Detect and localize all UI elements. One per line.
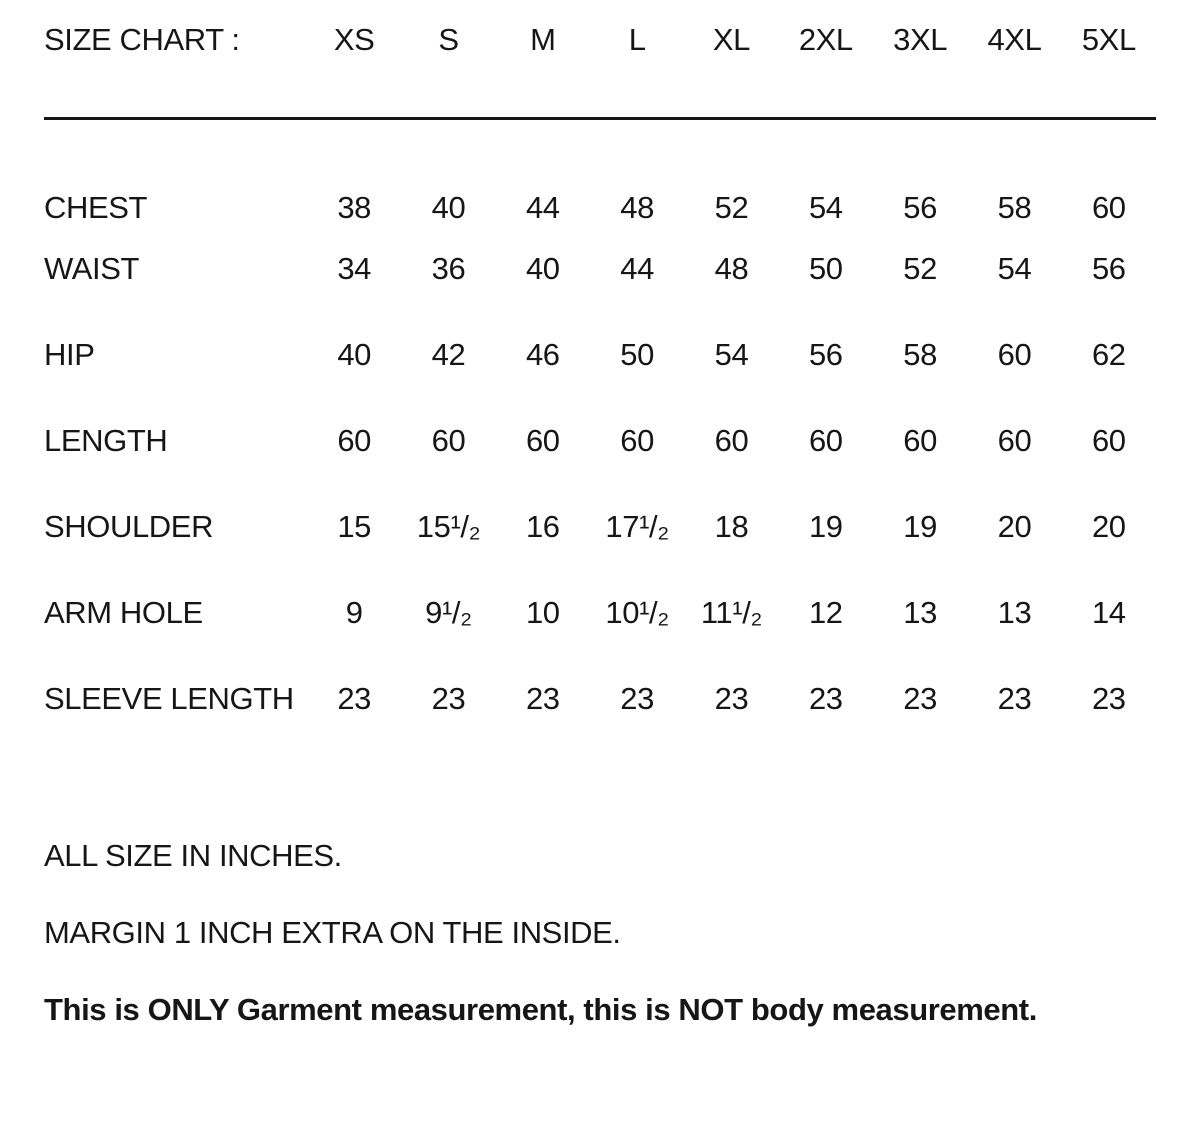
- value-cell: 50: [620, 336, 654, 372]
- value-cell: 16: [525, 508, 560, 544]
- row-label-armhole: ARM HOLE: [44, 594, 203, 630]
- size-chart-table: SIZE CHART : XS S M L XL 2XL 3XL 4XL 5XL…: [44, 22, 1156, 742]
- footnotes: ALL SIZE IN INCHES. MARGIN 1 INCH EXTRA …: [44, 836, 1156, 1030]
- value-cell: 10: [525, 594, 560, 630]
- value-cell: 46: [525, 336, 560, 372]
- row-label-sleeve-length: SLEEVE LENGTH: [44, 680, 294, 716]
- note-disclaimer: This is ONLY Garment measurement, this i…: [44, 991, 1037, 1027]
- value-cell: 23: [337, 680, 371, 716]
- value-cell: 10¹/₂: [605, 594, 669, 630]
- value-cell: 40: [337, 336, 371, 372]
- row-label-length: LENGTH: [44, 422, 168, 458]
- value-cell: 17¹/₂: [605, 508, 669, 544]
- column-header-5xl: 5XL: [1061, 22, 1156, 120]
- value-cell: 60: [1091, 189, 1126, 225]
- value-cell: 9¹/₂: [425, 594, 472, 630]
- value-cell: 9: [345, 594, 363, 630]
- row-label-chest: CHEST: [44, 189, 148, 225]
- value-cell: 58: [997, 189, 1032, 225]
- value-cell: 54: [808, 189, 843, 225]
- value-cell: 20: [997, 508, 1032, 544]
- value-cell: 15¹/₂: [416, 508, 481, 544]
- value-cell: 36: [431, 250, 466, 286]
- table-header-row: SIZE CHART : XS S M L XL 2XL 3XL 4XL 5XL: [44, 22, 1156, 120]
- value-cell: 60: [903, 422, 937, 458]
- value-cell: 54: [997, 250, 1032, 286]
- value-cell: 23: [714, 680, 749, 716]
- table-row-sleeve-length: SLEEVE LENGTH 23 23 23 23 23 23 23 23 23: [44, 656, 1156, 742]
- value-cell: 14: [1091, 594, 1126, 630]
- value-cell: 44: [620, 250, 654, 286]
- value-cell: 60: [1091, 422, 1126, 458]
- value-cell: 60: [525, 422, 560, 458]
- value-cell: 60: [997, 422, 1032, 458]
- value-cell: 60: [431, 422, 466, 458]
- value-cell: 23: [431, 680, 466, 716]
- value-cell: 19: [903, 508, 937, 544]
- column-header-2xl: 2XL: [778, 22, 873, 120]
- value-cell: 56: [903, 189, 937, 225]
- value-cell: 34: [337, 250, 371, 286]
- table-title: SIZE CHART :: [44, 22, 307, 120]
- value-cell: 11¹/₂: [700, 594, 763, 630]
- value-cell: 48: [620, 189, 654, 225]
- value-cell: 52: [903, 250, 937, 286]
- table-row-hip: HIP 40 42 46 50 54 56 58 60 62: [44, 312, 1156, 398]
- note-margin: MARGIN 1 INCH EXTRA ON THE INSIDE.: [44, 914, 621, 950]
- value-cell: 23: [620, 680, 654, 716]
- value-cell: 12: [808, 594, 843, 630]
- value-cell: 20: [1091, 508, 1126, 544]
- value-cell: 48: [714, 250, 749, 286]
- column-header-xl: XL: [684, 22, 779, 120]
- value-cell: 19: [808, 508, 843, 544]
- value-cell: 23: [903, 680, 937, 716]
- value-cell: 60: [620, 422, 654, 458]
- value-cell: 58: [903, 336, 937, 372]
- row-label-shoulder: SHOULDER: [44, 508, 214, 544]
- value-cell: 15: [337, 508, 371, 544]
- value-cell: 23: [525, 680, 560, 716]
- row-label-hip: HIP: [44, 336, 95, 372]
- column-header-4xl: 4XL: [967, 22, 1062, 120]
- value-cell: 60: [808, 422, 843, 458]
- value-cell: 50: [808, 250, 843, 286]
- table-row-shoulder: SHOULDER 15 15¹/₂ 16 17¹/₂ 18 19 19 20 2…: [44, 484, 1156, 570]
- value-cell: 54: [714, 336, 749, 372]
- value-cell: 13: [997, 594, 1032, 630]
- value-cell: 52: [714, 189, 749, 225]
- column-header-s: S: [401, 22, 496, 120]
- value-cell: 60: [337, 422, 371, 458]
- value-cell: 42: [431, 336, 466, 372]
- value-cell: 40: [431, 189, 466, 225]
- value-cell: 56: [1091, 250, 1126, 286]
- column-header-m: M: [495, 22, 590, 120]
- value-cell: 56: [808, 336, 843, 372]
- value-cell: 13: [903, 594, 937, 630]
- value-cell: 60: [714, 422, 749, 458]
- value-cell: 18: [714, 508, 749, 544]
- value-cell: 38: [337, 189, 371, 225]
- value-cell: 40: [525, 250, 560, 286]
- note-units: ALL SIZE IN INCHES.: [44, 837, 342, 873]
- table-row-armhole: ARM HOLE 9 9¹/₂ 10 10¹/₂ 11¹/₂ 12 13 13 …: [44, 570, 1156, 656]
- table-row-chest: CHEST 38 40 44 48 52 54 56 58 60: [44, 118, 1156, 226]
- column-header-xs: XS: [307, 22, 402, 120]
- value-cell: 23: [997, 680, 1032, 716]
- column-header-3xl: 3XL: [872, 22, 968, 120]
- row-label-waist: WAIST: [44, 250, 140, 286]
- value-cell: 23: [808, 680, 843, 716]
- value-cell: 44: [525, 189, 560, 225]
- value-cell: 23: [1091, 680, 1126, 716]
- table-row-length: LENGTH 60 60 60 60 60 60 60 60 60: [44, 398, 1156, 484]
- column-header-l: L: [589, 22, 685, 120]
- value-cell: 62: [1091, 336, 1126, 372]
- value-cell: 60: [997, 336, 1032, 372]
- table-row-waist: WAIST 34 36 40 44 48 50 52 54 56: [44, 226, 1156, 312]
